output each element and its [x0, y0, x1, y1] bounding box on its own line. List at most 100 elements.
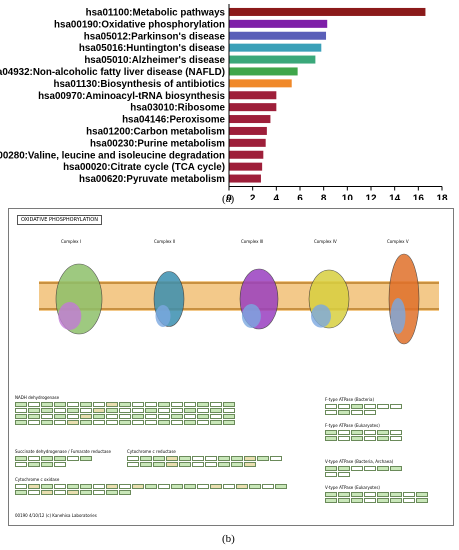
- gene-box: [67, 420, 79, 425]
- panel-label-a: (a): [222, 193, 235, 205]
- bar-chart: hsa01100:Metabolic pathwayshsa00190:Oxid…: [0, 4, 448, 201]
- gene-box: [231, 456, 243, 461]
- gene-box: [145, 484, 157, 489]
- gene-box: [67, 402, 79, 407]
- gene-box: [270, 456, 282, 461]
- gene-box: [205, 462, 217, 467]
- gene-box: [364, 410, 376, 415]
- gene-box: [106, 408, 118, 413]
- section-label-1: NADH dehydrogenase: [15, 395, 60, 400]
- bar: [229, 162, 263, 171]
- gene-box: [158, 402, 170, 407]
- f-atpase-bacteria-table: [325, 404, 405, 415]
- gene-box: [223, 408, 235, 413]
- gene-box: [80, 456, 92, 461]
- nadh-gene-table: [15, 402, 245, 425]
- membrane-band: [39, 281, 439, 311]
- gene-box: [41, 484, 53, 489]
- gene-box: [218, 456, 230, 461]
- gene-box: [80, 484, 92, 489]
- sdh-gene-table: [15, 456, 95, 467]
- gene-box: [158, 484, 170, 489]
- kegg-footer: 00190 4/10/12 (c) Kanehisa Laboratories: [15, 513, 97, 518]
- gene-box: [132, 408, 144, 413]
- gene-box: [119, 414, 131, 419]
- gene-box: [153, 462, 165, 467]
- gene-box: [41, 456, 53, 461]
- section-label-2: Succinate dehydrogenase / Fumarate reduc…: [15, 449, 111, 454]
- gene-box: [15, 402, 27, 407]
- bar: [229, 67, 298, 76]
- gene-box: [364, 404, 376, 409]
- gene-box: [257, 456, 269, 461]
- x-tick-label: 14: [389, 194, 401, 201]
- bar: [229, 126, 267, 135]
- gene-box: [28, 490, 40, 495]
- gene-box: [93, 414, 105, 419]
- gene-box: [338, 466, 350, 471]
- bar: [229, 174, 261, 183]
- gene-box: [171, 420, 183, 425]
- gene-box: [54, 420, 66, 425]
- category-label: hsa00620:Pyruvate metabolism: [79, 174, 225, 185]
- gene-box: [231, 462, 243, 467]
- gene-box: [338, 492, 350, 497]
- gene-box: [390, 436, 402, 441]
- gene-box: [179, 462, 191, 467]
- gene-box: [351, 404, 363, 409]
- gene-box: [377, 498, 389, 503]
- v-atpase-bacteria-table: [325, 466, 405, 477]
- gene-box: [15, 420, 27, 425]
- v-atpase-euk-table: [325, 492, 435, 503]
- gene-box: [41, 414, 53, 419]
- gene-box: [15, 414, 27, 419]
- x-axis-ticks: 0 2 4 6 8 10 12 14 16 18: [226, 186, 448, 201]
- bar: [229, 150, 264, 159]
- gene-box: [119, 420, 131, 425]
- gene-box: [166, 462, 178, 467]
- category-label: hsa04146:Peroxisome: [122, 115, 225, 126]
- gene-box: [140, 462, 152, 467]
- gene-box: [236, 484, 248, 489]
- gene-box: [325, 430, 337, 435]
- category-label: hsa01100:Metabolic pathways: [86, 7, 226, 18]
- cytc-reductase-table: [127, 456, 287, 467]
- gene-box: [197, 420, 209, 425]
- gene-box: [338, 430, 350, 435]
- gene-box: [158, 420, 170, 425]
- gene-box: [390, 492, 402, 497]
- category-labels: hsa01100:Metabolic pathwayshsa00190:Oxid…: [0, 7, 226, 185]
- gene-box: [184, 484, 196, 489]
- complex-shape: [388, 253, 420, 345]
- gene-box: [67, 408, 79, 413]
- gene-box: [41, 408, 53, 413]
- gene-box: [93, 484, 105, 489]
- gene-box: [210, 408, 222, 413]
- gene-box: [127, 462, 139, 467]
- gene-box: [171, 414, 183, 419]
- gene-box: [132, 414, 144, 419]
- section-label-5: F-type ATPase (Bacteria): [325, 397, 375, 402]
- gene-box: [197, 484, 209, 489]
- bar: [229, 31, 327, 40]
- gene-box: [210, 420, 222, 425]
- gene-box: [28, 462, 40, 467]
- gene-box: [28, 456, 40, 461]
- gene-box: [377, 430, 389, 435]
- x-tick-label: 8: [321, 194, 327, 201]
- kegg-pathway-diagram: OXIDATIVE PHOSPHORYLATION Complex I Compl…: [8, 208, 454, 526]
- x-tick-label: 0: [226, 194, 232, 201]
- gene-box: [28, 414, 40, 419]
- x-tick-label: 2: [250, 194, 256, 201]
- section-label-4: Cytochrome c oxidase: [15, 477, 60, 482]
- gene-box: [338, 404, 350, 409]
- gene-box: [351, 410, 363, 415]
- gene-box: [80, 420, 92, 425]
- category-label: hsa01200:Carbon metabolism: [86, 126, 225, 137]
- gene-box: [158, 408, 170, 413]
- gene-box: [41, 462, 53, 467]
- x-tick-label: 18: [436, 194, 448, 201]
- gene-box: [67, 414, 79, 419]
- gene-box: [364, 466, 376, 471]
- bar: [229, 91, 277, 100]
